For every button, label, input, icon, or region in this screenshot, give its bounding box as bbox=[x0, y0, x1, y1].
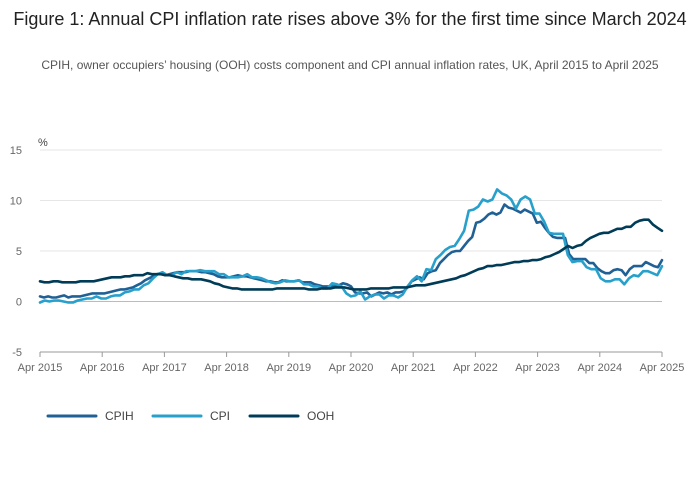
x-tick-label: Apr 2024 bbox=[577, 362, 622, 374]
legend-label: OOH bbox=[307, 409, 334, 423]
x-tick-label: Apr 2016 bbox=[80, 362, 125, 374]
x-tick-label: Apr 2015 bbox=[18, 362, 63, 374]
legend-label: CPI bbox=[210, 409, 230, 423]
x-tick-label: Apr 2017 bbox=[142, 362, 187, 374]
y-axis-unit: % bbox=[38, 137, 48, 149]
x-tick-label: Apr 2023 bbox=[515, 362, 560, 374]
series-line-ooh bbox=[38, 218, 664, 291]
y-tick-label: 10 bbox=[10, 196, 22, 208]
legend-item-cpi[interactable]: CPI bbox=[151, 409, 230, 423]
y-tick-label: 5 bbox=[16, 246, 22, 258]
chart-title: Figure 1: Annual CPI inflation rate rise… bbox=[13, 9, 687, 29]
legend-label: CPIH bbox=[105, 409, 134, 423]
y-tick-label: -5 bbox=[12, 347, 22, 359]
y-tick-label: 15 bbox=[10, 145, 22, 157]
series-line-cpi bbox=[38, 188, 664, 304]
x-tick-label: Apr 2022 bbox=[453, 362, 498, 374]
x-tick-label: Apr 2018 bbox=[204, 362, 249, 374]
x-tick-label: Apr 2025 bbox=[640, 362, 685, 374]
y-axis-ticks: -5 0 5 10 15 bbox=[10, 145, 22, 359]
legend[interactable]: CPIH CPI OOH bbox=[46, 409, 334, 423]
legend-item-ooh[interactable]: OOH bbox=[248, 409, 334, 423]
chart-subtitle: CPIH, owner occupiers’ housing (OOH) cos… bbox=[41, 58, 659, 72]
y-tick-label: 0 bbox=[16, 297, 22, 309]
x-axis: Apr 2015 Apr 2016 Apr 2017 Apr 2018 Apr 2019… bbox=[18, 351, 685, 374]
legend-item-cpih[interactable]: CPIH bbox=[46, 409, 134, 423]
x-tick-label: Apr 2019 bbox=[266, 362, 311, 374]
series-line-cpih bbox=[38, 203, 664, 299]
series-lines bbox=[38, 188, 664, 304]
x-tick-label: Apr 2020 bbox=[329, 362, 374, 374]
x-tick-label: Apr 2021 bbox=[391, 362, 436, 374]
